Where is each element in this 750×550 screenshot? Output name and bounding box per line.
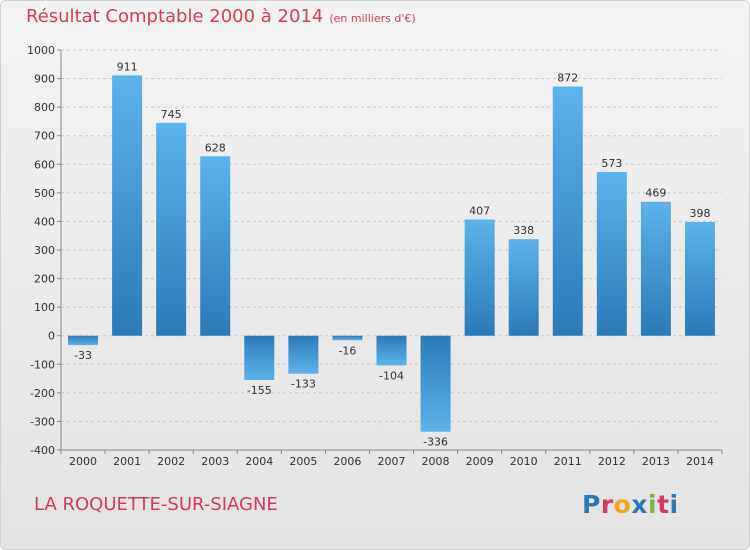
bars: [68, 75, 715, 432]
title-unit: (en milliers d'€): [329, 12, 416, 25]
y-tick-label: -400: [30, 444, 55, 457]
value-label: -155: [247, 384, 272, 397]
y-tick-label: -200: [30, 387, 55, 400]
bar-2007: [376, 335, 407, 366]
commune-name: LA ROQUETTE-SUR-SIAGNE: [34, 494, 278, 515]
bar-2008: [420, 335, 451, 432]
bar-2014: [684, 222, 715, 336]
y-tick-label: 100: [34, 301, 55, 314]
y-tick-label: 700: [34, 130, 55, 143]
value-label: 745: [161, 108, 182, 121]
bar-2002: [156, 122, 187, 336]
x-tick-label: 2014: [686, 455, 714, 468]
bar-2013: [640, 201, 671, 336]
value-label: 628: [205, 141, 226, 154]
value-label: 911: [117, 60, 138, 73]
x-tick-label: 2002: [157, 455, 185, 468]
value-label: 872: [557, 72, 578, 85]
y-tick-label: -100: [30, 358, 55, 371]
x-tick-label: 2003: [201, 455, 229, 468]
x-tick-label: 2005: [289, 455, 317, 468]
logo-letter: r: [600, 490, 614, 519]
data-labels: -33 911 745 628 -155 -133 -16 -104 -336 407 338 872…: [74, 60, 710, 448]
y-tick-label: 0: [48, 330, 55, 343]
x-tick-label: 2007: [378, 455, 406, 468]
bar-2009: [464, 219, 495, 336]
logo-letter: P: [582, 490, 601, 519]
chart-title: Résultat Comptable 2000 à 2014 (en millie…: [26, 6, 416, 27]
y-tick-label: -300: [30, 415, 55, 428]
logo-letter: t: [657, 490, 670, 519]
value-label: 407: [469, 204, 490, 217]
logo-letter: x: [631, 490, 648, 519]
value-label: -133: [291, 378, 316, 391]
y-tick-label: 800: [34, 101, 55, 114]
title-text: Résultat Comptable 2000 à 2014: [26, 6, 324, 27]
x-tick-label: 2001: [113, 455, 141, 468]
value-label: -16: [338, 344, 356, 357]
bar-2012: [596, 172, 627, 336]
bar-2000: [68, 335, 99, 346]
x-tick-label: 2000: [69, 455, 97, 468]
y-tick-label: 400: [34, 215, 55, 228]
value-label: 469: [645, 187, 666, 200]
x-tick-label: 2004: [245, 455, 273, 468]
x-tick-label: 2009: [466, 455, 494, 468]
value-label: 398: [689, 207, 710, 220]
logo-letter: i: [669, 490, 679, 519]
y-tick-label: 900: [34, 73, 55, 86]
y-tick-label: 200: [34, 273, 55, 286]
y-tick-label: 600: [34, 158, 55, 171]
x-tick-label: 2012: [598, 455, 626, 468]
bar-2003: [200, 156, 231, 336]
y-tick-label: 300: [34, 244, 55, 257]
y-tick-label: 1000: [27, 44, 55, 57]
proxiti-logo: Proxiti: [582, 490, 679, 519]
x-tick-label: 2013: [642, 455, 670, 468]
value-label: -336: [423, 436, 448, 449]
bar-2001: [112, 75, 143, 336]
bar-2005: [288, 335, 319, 374]
x-tick-label: 2008: [422, 455, 450, 468]
y-axis-ticks: -400 -300 -200 -100 0 100 200 300 400 500 600 700 80…: [27, 44, 55, 457]
x-tick-label: 2011: [554, 455, 582, 468]
y-tick-label: 500: [34, 187, 55, 200]
bar-2006: [332, 335, 363, 341]
bar-2004: [244, 335, 275, 380]
axes: [57, 49, 723, 454]
x-tick-label: 2010: [510, 455, 538, 468]
value-label: -104: [379, 369, 404, 382]
value-label: 338: [513, 224, 534, 237]
logo-letter: i: [648, 490, 658, 519]
logo-letter: o: [613, 490, 632, 519]
value-label: -33: [74, 349, 92, 362]
bar-2011: [552, 86, 583, 336]
value-label: 573: [601, 157, 622, 170]
x-axis-ticks: 2000 2001 2002 2003 2004 2005 2006 2007 2008 2009…: [69, 455, 714, 468]
x-tick-label: 2006: [333, 455, 361, 468]
bar-2010: [508, 239, 539, 336]
